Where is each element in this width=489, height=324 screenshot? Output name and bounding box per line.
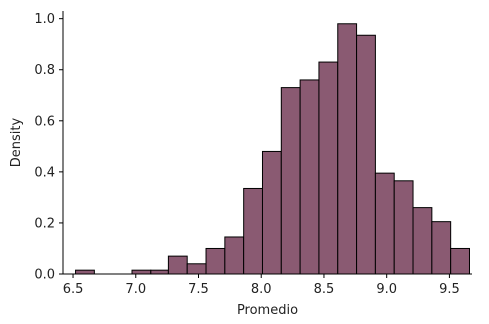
x-axis-label: Promedio bbox=[237, 303, 298, 318]
y-axis-label: Density bbox=[9, 117, 24, 167]
y-tick-label: 0.0 bbox=[34, 268, 55, 283]
x-axis-ticks: 6.5 7.0 7.5 8.0 8.5 9.0 9.5 bbox=[63, 274, 460, 297]
x-tick-label: 8.0 bbox=[251, 282, 272, 297]
histogram-bar-4 bbox=[186, 263, 207, 275]
y-tick-label: 0.8 bbox=[34, 63, 55, 78]
histogram-bar-17 bbox=[431, 221, 452, 275]
histogram-bar-13 bbox=[356, 34, 376, 275]
y-tick-label: 1.0 bbox=[34, 12, 55, 27]
histogram-bar-11 bbox=[318, 61, 339, 275]
y-tick-label: 0.2 bbox=[34, 216, 55, 231]
histogram-bar-3 bbox=[167, 255, 188, 275]
histogram-bar-9 bbox=[280, 87, 301, 275]
y-tick-label: 0.6 bbox=[34, 114, 55, 129]
histogram-bar-5 bbox=[205, 247, 226, 275]
x-tick-label: 7.5 bbox=[188, 282, 209, 297]
x-tick-label: 9.0 bbox=[376, 282, 397, 297]
histogram-bar-1 bbox=[131, 269, 152, 275]
y-axis-ticks: 0.0 0.2 0.4 0.6 0.8 1.0 bbox=[34, 12, 63, 283]
histogram-bar-12 bbox=[337, 23, 358, 275]
histogram-bar-18 bbox=[450, 247, 470, 275]
bars-layer bbox=[75, 23, 470, 275]
histogram-bar-2 bbox=[150, 269, 169, 275]
histogram-bar-16 bbox=[412, 207, 433, 275]
histogram-bar-15 bbox=[393, 180, 414, 275]
histogram-bar-7 bbox=[243, 187, 263, 275]
x-tick-label: 7.0 bbox=[125, 282, 146, 297]
y-tick-label: 0.4 bbox=[34, 165, 55, 180]
x-tick-label: 6.5 bbox=[63, 282, 84, 297]
histogram-bar-8 bbox=[261, 150, 282, 275]
x-tick-label: 9.5 bbox=[439, 282, 460, 297]
x-tick-label: 8.5 bbox=[314, 282, 335, 297]
histogram-bar-10 bbox=[299, 79, 320, 275]
histogram-bar-6 bbox=[224, 236, 245, 275]
histogram-bar-14 bbox=[374, 172, 395, 275]
histogram-bar-0 bbox=[75, 269, 95, 275]
